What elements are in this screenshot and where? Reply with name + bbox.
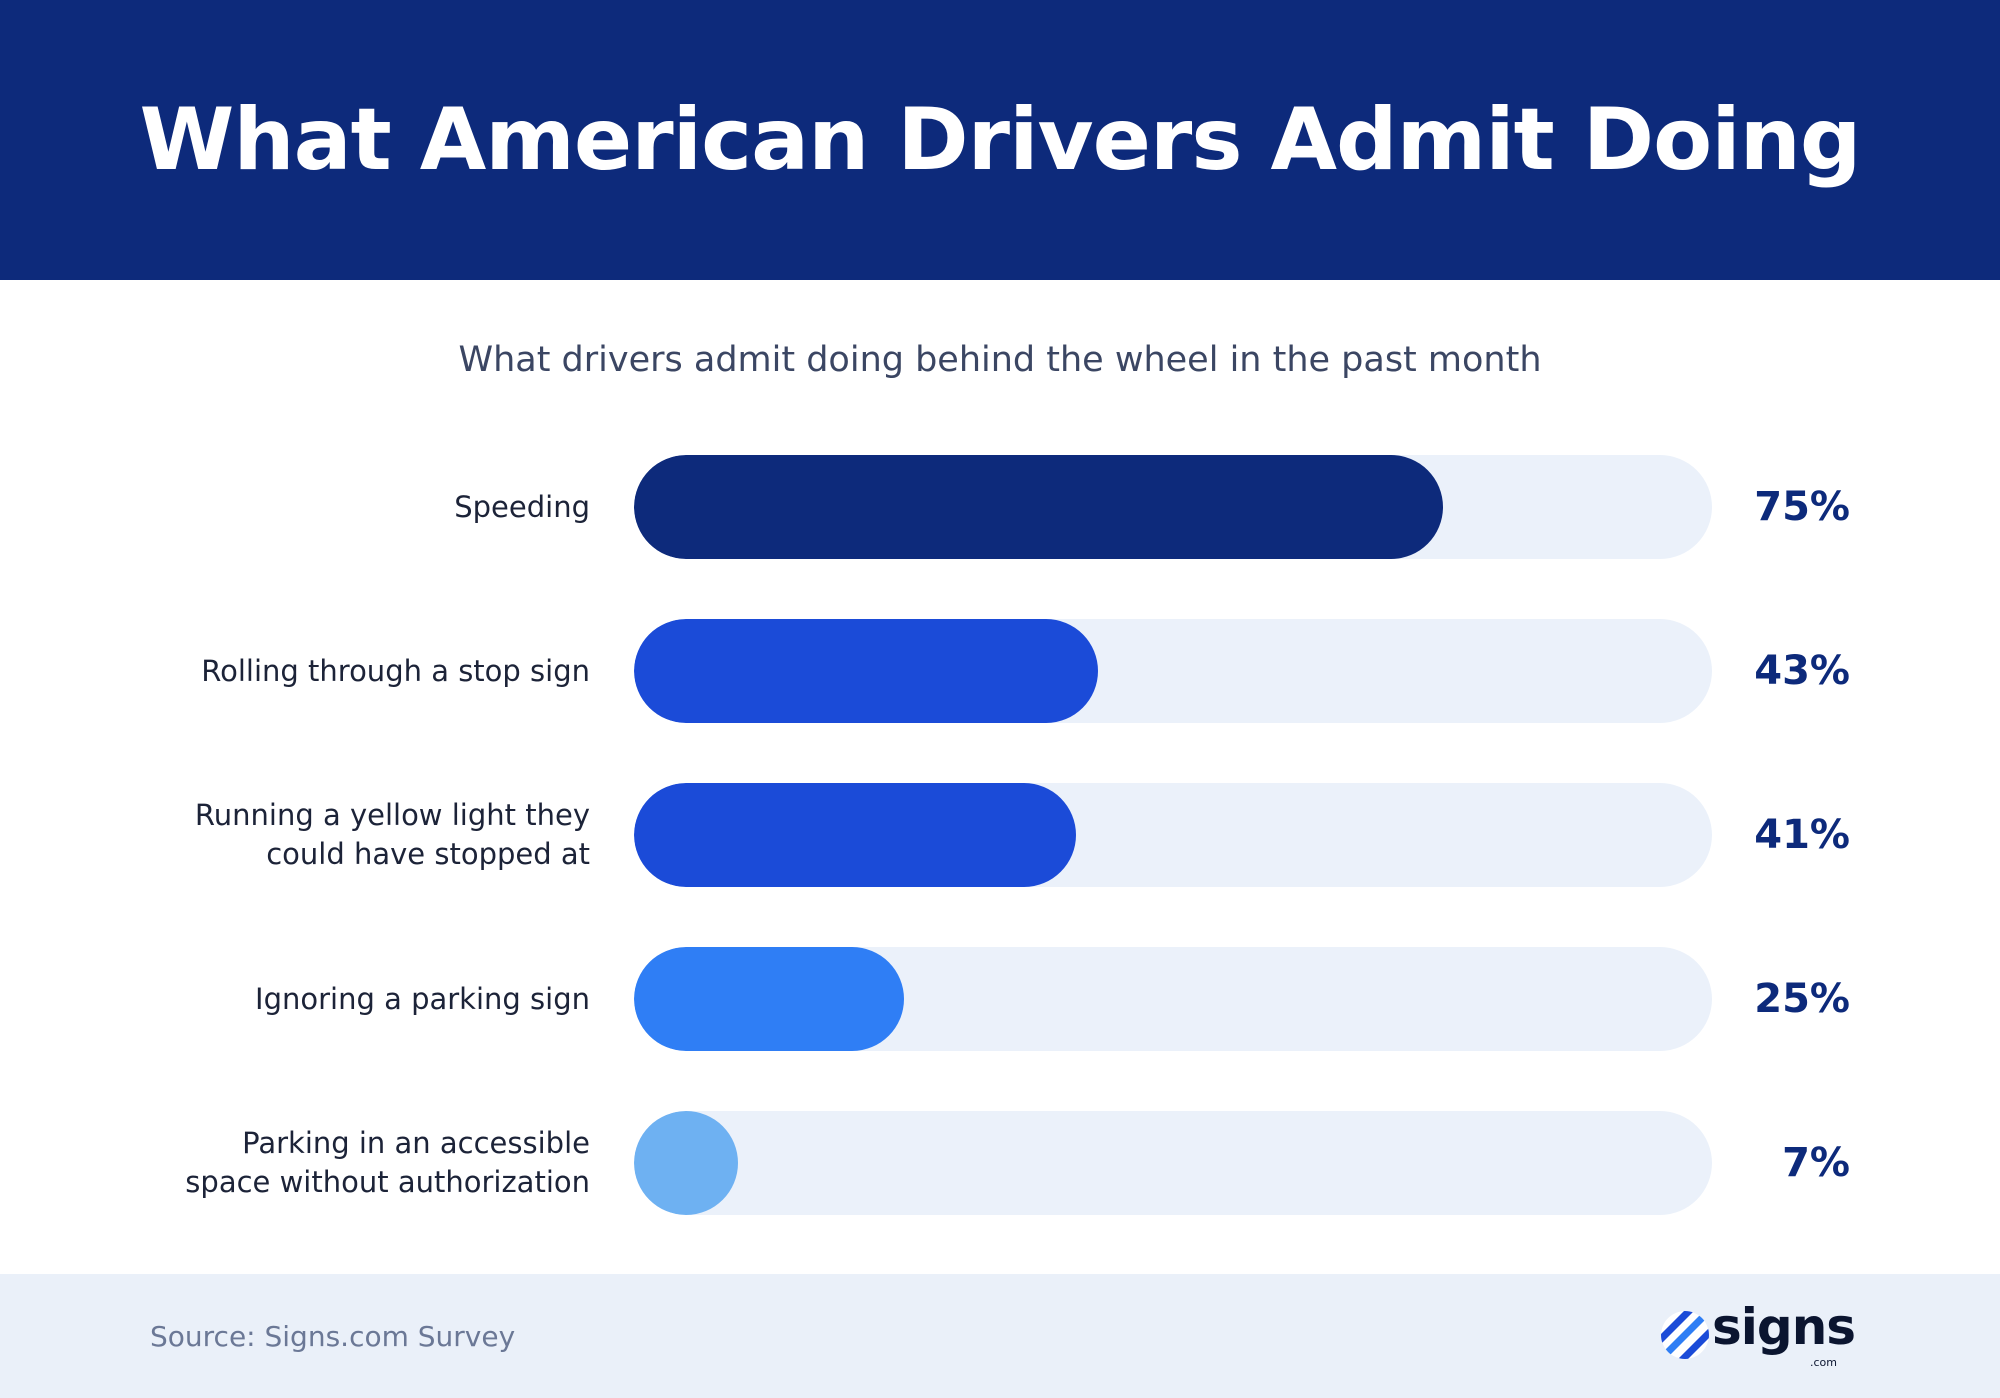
bar-value-label: 25% (1754, 976, 1850, 1022)
bar-label: Ignoring a parking sign (255, 981, 590, 1016)
signs-logo-icon (1661, 1311, 1709, 1359)
source-note: Source: Signs.com Survey (150, 1319, 516, 1353)
bar-label: Speeding (454, 489, 590, 524)
bar-track (634, 947, 1712, 1051)
page-title: What American Drivers Admit Doing (139, 90, 1862, 190)
bar (634, 619, 1098, 723)
logo-suffix: .com (1810, 1356, 1837, 1369)
bar-label: Parking in an accessible space without a… (185, 1126, 590, 1199)
logo-wordmark: signs (1712, 1298, 1856, 1356)
header-banner: What American Drivers Admit Doing (0, 0, 2000, 280)
bar-value-label: 75% (1754, 484, 1850, 530)
bar (634, 947, 904, 1051)
bar-row: Running a yellow light they could have s… (0, 783, 2000, 887)
bar-value-label: 43% (1754, 648, 1850, 694)
bar-label: Running a yellow light they could have s… (194, 798, 590, 871)
bar-value-label: 7% (1782, 1140, 1850, 1186)
bar (634, 783, 1076, 887)
bar-row: Rolling through a stop sign 43% (0, 619, 2000, 723)
bar-label: Rolling through a stop sign (201, 653, 590, 688)
bar-row: Parking in an accessible space without a… (0, 1111, 2000, 1215)
bar-track (634, 455, 1712, 559)
bar-value-label: 41% (1754, 812, 1850, 858)
bar-track (634, 619, 1712, 723)
footer: Source: Signs.com Survey signs .com (0, 1274, 2000, 1398)
chart-subtitle: What drivers admit doing behind the whee… (458, 340, 1542, 380)
signs-logo: signs .com (1660, 1298, 1860, 1374)
bar-track (634, 783, 1712, 887)
bar (634, 455, 1443, 559)
bar-row: Speeding 75% (0, 455, 2000, 559)
bar-track (634, 1111, 1712, 1215)
bar-row: Ignoring a parking sign 25% (0, 947, 2000, 1051)
bar (634, 1111, 738, 1215)
